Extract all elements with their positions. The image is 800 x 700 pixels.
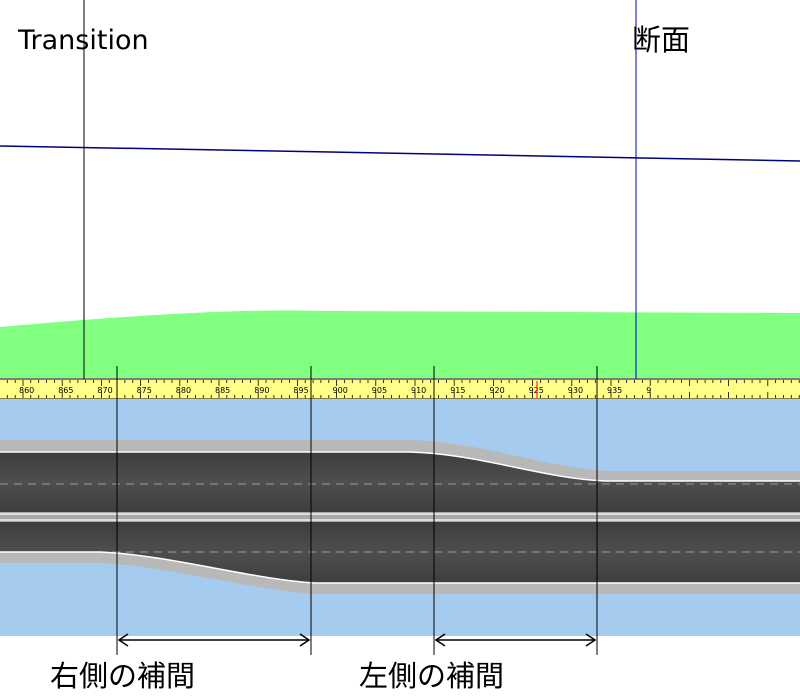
ruler-tick-label: 905 — [372, 386, 387, 395]
left-interp-label: 左側の補間 — [359, 659, 504, 693]
terrain-profile — [0, 310, 800, 378]
ruler-tick-label: 895 — [293, 386, 308, 395]
ruler-tick-label: 885 — [215, 386, 230, 395]
section-label: 断面 — [632, 23, 690, 57]
ruler-tick-label: 865 — [58, 386, 73, 395]
elevation-profile-line — [0, 145, 800, 162]
ruler-tick-label: 890 — [254, 386, 269, 395]
ruler-tick-label: 900 — [333, 386, 348, 395]
ruler-ticks — [6, 380, 800, 398]
ruler-tick-label: 920 — [489, 386, 504, 395]
ruler-tick-label: 915 — [450, 386, 465, 395]
ruler-tick-label: 9 — [646, 386, 651, 395]
ruler-tick-label: 910 — [411, 386, 426, 395]
upper-road-surface — [0, 452, 800, 512]
median — [0, 512, 800, 522]
left-interp-arrow — [434, 633, 597, 647]
ruler-tick-label: 870 — [97, 386, 112, 395]
ruler-tick-label: 925 — [529, 386, 544, 395]
ruler-tick-label: 930 — [568, 386, 583, 395]
ruler-tick-label: 880 — [176, 386, 191, 395]
ruler-tick-label: 935 — [607, 386, 622, 395]
ruler-tick-label: 875 — [137, 386, 152, 395]
ruler-tick-label: 860 — [19, 386, 34, 395]
station-ruler — [0, 379, 800, 399]
ruler-labels: 860 865 870 875 880 885 890 895 900 905 910 915 920 9… — [19, 386, 651, 395]
right-interp-arrow — [117, 633, 311, 647]
transition-label: Transition — [17, 25, 149, 56]
right-interp-label: 右側の補間 — [50, 659, 195, 693]
upper-road-edge-line — [0, 451, 800, 482]
